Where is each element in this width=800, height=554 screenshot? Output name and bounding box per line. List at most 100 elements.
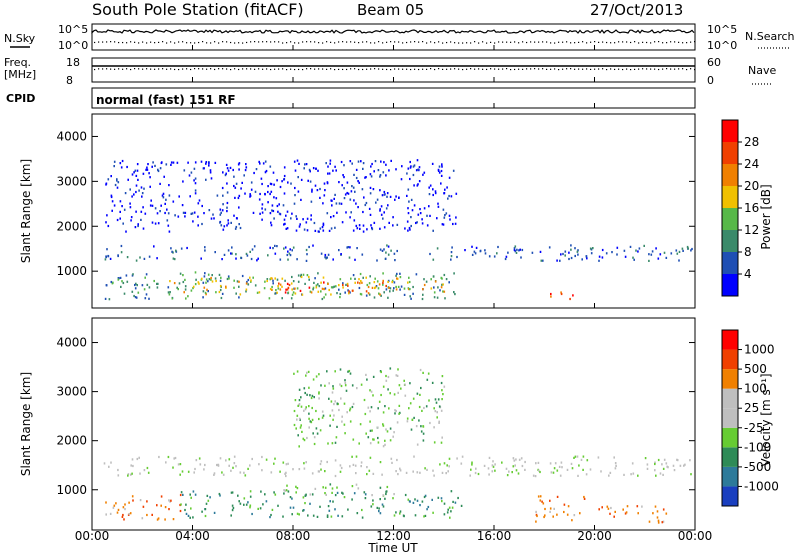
heatmap-cell (408, 280, 411, 284)
heatmap-cell (631, 462, 634, 465)
heatmap-cell (556, 259, 558, 262)
power-heatmap (104, 159, 693, 301)
heatmap-cell (113, 504, 116, 507)
heatmap-cell (385, 207, 388, 210)
heatmap-cell (285, 288, 287, 291)
heatmap-cell (552, 471, 555, 474)
heatmap-cell (362, 276, 364, 279)
heatmap-cell (252, 276, 254, 279)
heatmap-cell (370, 165, 372, 168)
heatmap-cell (385, 374, 387, 378)
heatmap-cell (491, 470, 494, 473)
heatmap-cell (238, 162, 241, 165)
nave-point (274, 68, 276, 70)
heatmap-cell (277, 210, 279, 213)
heatmap-cell (228, 277, 230, 280)
heatmap-cell (442, 208, 445, 211)
heatmap-cell (344, 379, 346, 382)
nave-point (394, 68, 396, 70)
heatmap-cell (383, 248, 385, 251)
heatmap-cell (373, 221, 376, 224)
heatmap-cell (194, 283, 197, 286)
nsearch-point (422, 41, 424, 43)
nsearch-point (566, 41, 568, 43)
heatmap-cell (389, 439, 392, 442)
heatmap-cell (385, 379, 388, 382)
heatmap-cell (651, 250, 654, 253)
nsearch-point (462, 42, 464, 44)
heatmap-cell (238, 280, 240, 283)
heatmap-cell (568, 257, 570, 261)
heatmap-cell (261, 218, 263, 221)
heatmap-cell (178, 282, 181, 285)
heatmap-cell (334, 400, 336, 403)
heatmap-cell (128, 501, 130, 504)
heatmap-cell (665, 512, 668, 515)
heatmap-cell (635, 249, 637, 252)
heatmap-cell (447, 197, 449, 200)
heatmap-cell (382, 283, 384, 286)
heatmap-cell (184, 288, 187, 291)
heatmap-cell (162, 196, 165, 199)
heatmap-cell (234, 196, 236, 199)
heatmap-cell (175, 249, 177, 252)
heatmap-cell (160, 161, 163, 165)
heatmap-cell (186, 246, 188, 250)
heatmap-cell (119, 217, 121, 220)
heatmap-cell (334, 370, 336, 373)
heatmap-cell (204, 272, 206, 275)
heatmap-cell (237, 196, 240, 200)
heatmap-cell (357, 206, 359, 209)
heatmap-cell (574, 247, 576, 250)
heatmap-cell (124, 192, 127, 195)
heatmap-cell (412, 173, 415, 177)
heatmap-cell (657, 458, 660, 462)
colorbar-segment (722, 252, 738, 274)
heatmap-cell (403, 379, 405, 382)
heatmap-cell (564, 254, 566, 257)
heatmap-cell (624, 512, 627, 515)
heatmap-cell (334, 494, 337, 497)
heatmap-cell (221, 292, 224, 295)
heatmap-cell (222, 203, 224, 206)
heatmap-cell (167, 455, 170, 459)
heatmap-cell (576, 250, 579, 253)
heatmap-cell (355, 472, 357, 475)
heatmap-cell (535, 462, 537, 465)
heatmap-cell (296, 487, 299, 490)
heatmap-cell (157, 169, 160, 173)
heatmap-cell (136, 457, 139, 461)
heatmap-cell (219, 457, 222, 460)
heatmap-cell (450, 510, 452, 513)
heatmap-cell (343, 402, 346, 405)
heatmap-cell (608, 474, 610, 477)
heatmap-cell (297, 434, 299, 437)
heatmap-cell (461, 455, 464, 458)
heatmap-cell (190, 496, 192, 499)
heatmap-cell (269, 287, 272, 291)
heatmap-cell (347, 289, 349, 292)
heatmap-cell (349, 246, 351, 249)
heatmap-cell (330, 199, 332, 202)
heatmap-cell (690, 473, 692, 476)
heatmap-cell (139, 256, 141, 259)
heatmap-cell (376, 426, 379, 429)
heatmap-cell (583, 495, 585, 499)
x-tick-label: 12:00 (376, 529, 411, 543)
heatmap-cell (385, 251, 387, 254)
heatmap-cell (205, 278, 208, 281)
heatmap-cell (193, 179, 195, 182)
heatmap-cell (117, 277, 120, 280)
heatmap-cell (314, 487, 317, 490)
heatmap-cell (183, 291, 185, 294)
nsearch-point (214, 41, 216, 43)
heatmap-cell (260, 490, 262, 493)
heatmap-cell (379, 461, 382, 464)
heatmap-cell (336, 292, 338, 295)
heatmap-cell (168, 184, 170, 187)
heatmap-cell (135, 296, 138, 299)
heatmap-cell (390, 457, 393, 460)
nsearch-point (394, 41, 396, 43)
heatmap-cell (203, 468, 205, 471)
